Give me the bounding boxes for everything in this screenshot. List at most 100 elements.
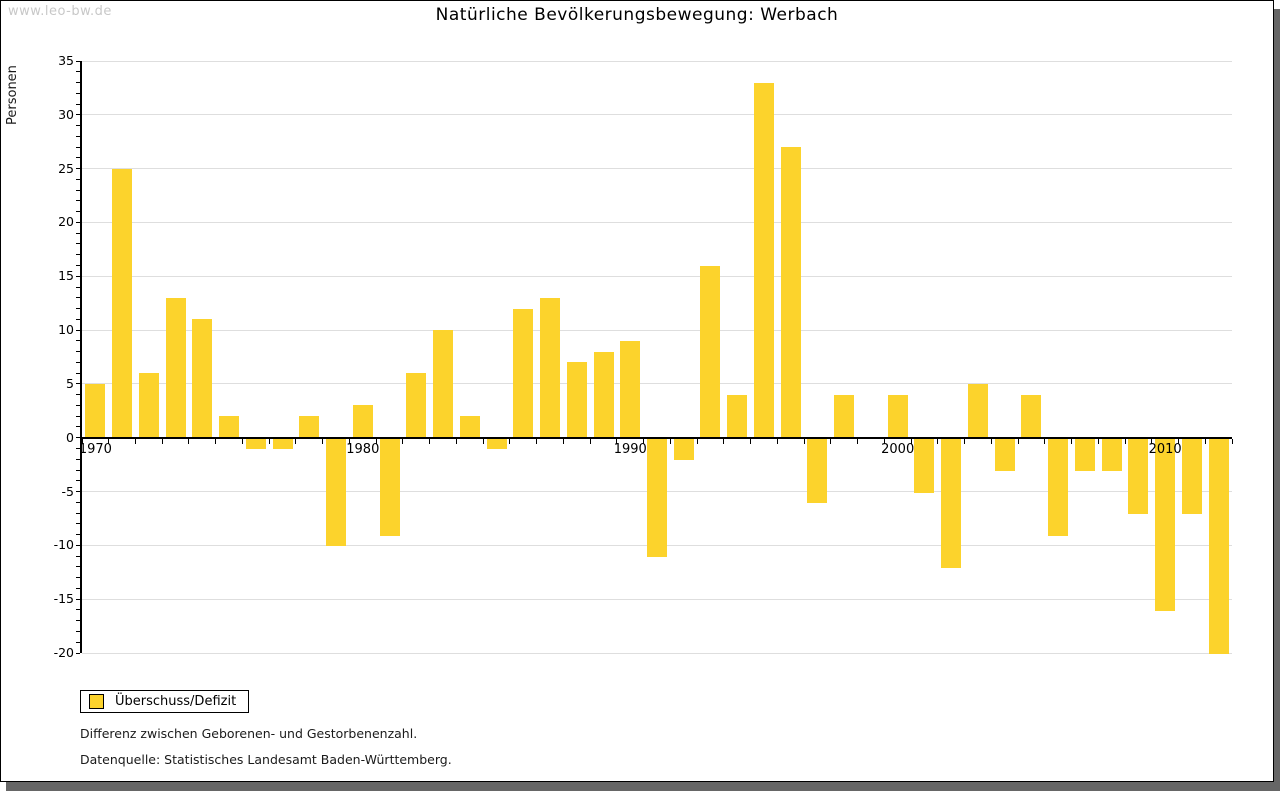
- x-tick: [1204, 438, 1206, 444]
- bar-2009: [1128, 438, 1149, 515]
- bar-1987: [540, 297, 561, 438]
- y-tick-label-0: 0: [66, 429, 74, 445]
- chart-title: Natürliche Bevölkerungsbewegung: Werbach: [435, 5, 839, 25]
- bar-1989: [593, 351, 614, 438]
- y-tick-label-30: 30: [58, 106, 74, 122]
- x-tick-label-1970: 1970: [78, 441, 112, 457]
- x-tick: [1178, 438, 1179, 444]
- x-tick: [1231, 438, 1233, 444]
- y-tick: [76, 598, 80, 600]
- y-tick-label--5: -5: [61, 483, 74, 499]
- bar-1976: [245, 438, 266, 450]
- x-tick: [215, 438, 217, 444]
- y-tick-label--10: -10: [53, 537, 74, 553]
- legend: Überschuss/Defizit: [80, 690, 250, 713]
- y-tick-label-20: 20: [58, 214, 74, 230]
- x-tick: [910, 438, 912, 444]
- y-tick-label-10: 10: [58, 322, 74, 338]
- bar-1983: [433, 330, 454, 438]
- y-tick: [76, 211, 80, 213]
- bar-1997: [807, 438, 828, 504]
- bar-1977: [272, 438, 293, 450]
- x-tick: [188, 438, 190, 444]
- legend-color-swatch: [89, 694, 104, 709]
- y-tick: [76, 620, 80, 622]
- footnote-description: Differenz zwischen Geborenen- und Gestor…: [80, 726, 418, 741]
- x-tick: [134, 438, 136, 444]
- bar-1985: [486, 438, 507, 450]
- x-tick: [643, 438, 645, 444]
- x-tick-label-2000: 2000: [881, 441, 915, 457]
- y-tick: [76, 501, 80, 503]
- y-tick: [76, 221, 80, 223]
- y-tick: [76, 652, 80, 654]
- y-tick: [76, 243, 80, 245]
- y-tick: [76, 577, 80, 579]
- bar-1988: [566, 362, 587, 438]
- y-tick: [76, 523, 80, 525]
- gridline-20: [82, 221, 1232, 223]
- y-tick: [76, 351, 80, 353]
- y-tick: [76, 232, 80, 234]
- x-tick: [1097, 438, 1099, 444]
- bar-2005: [1021, 394, 1042, 438]
- x-tick: [589, 438, 591, 444]
- x-tick: [1044, 438, 1046, 444]
- y-tick: [76, 297, 80, 299]
- gridline-30: [82, 114, 1232, 116]
- bar-2010: [1155, 438, 1176, 611]
- bar-1972: [138, 373, 159, 438]
- y-tick: [76, 71, 80, 73]
- x-tick: [857, 438, 859, 444]
- x-tick: [669, 438, 671, 444]
- y-tick: [76, 275, 80, 277]
- bar-1970: [85, 383, 106, 438]
- bar-1978: [299, 416, 320, 438]
- x-tick: [268, 438, 270, 444]
- y-tick: [76, 200, 80, 202]
- y-tick: [76, 135, 80, 137]
- y-tick: [76, 415, 80, 417]
- bar-2011: [1181, 438, 1202, 515]
- y-tick: [76, 383, 80, 385]
- y-axis-line: [80, 61, 82, 653]
- y-tick-label-5: 5: [66, 375, 74, 391]
- y-tick: [76, 254, 80, 256]
- y-tick: [76, 178, 80, 180]
- y-tick: [76, 394, 80, 396]
- x-tick: [509, 438, 511, 444]
- bar-2008: [1101, 438, 1122, 471]
- y-tick: [76, 447, 80, 449]
- y-tick: [76, 265, 80, 266]
- bar-2001: [914, 438, 935, 493]
- gridline-35: [82, 60, 1232, 62]
- y-tick: [76, 60, 80, 62]
- y-tick: [76, 318, 80, 320]
- y-tick: [76, 609, 80, 611]
- x-tick: [455, 438, 457, 444]
- bar-1996: [780, 147, 801, 438]
- y-tick: [76, 103, 80, 105]
- x-axis-line: [80, 436, 1232, 439]
- legend-label: Überschuss/Defizit: [115, 694, 237, 709]
- y-tick: [76, 372, 80, 374]
- bar-1984: [459, 416, 480, 438]
- y-tick: [76, 92, 80, 94]
- bar-2004: [994, 438, 1015, 471]
- bar-2007: [1074, 438, 1095, 471]
- x-tick: [81, 438, 83, 444]
- bar-1994: [727, 394, 748, 438]
- y-tick: [76, 168, 80, 170]
- y-tick: [76, 82, 80, 84]
- bar-1986: [513, 308, 534, 438]
- x-tick: [429, 438, 431, 444]
- x-tick: [1017, 438, 1019, 444]
- x-tick: [161, 438, 163, 444]
- gridline-5: [82, 383, 1232, 385]
- y-tick: [76, 146, 80, 148]
- x-tick: [696, 438, 698, 444]
- x-tick: [241, 438, 243, 444]
- bar-1993: [700, 265, 721, 438]
- x-tick: [482, 438, 484, 444]
- bar-1981: [379, 438, 400, 536]
